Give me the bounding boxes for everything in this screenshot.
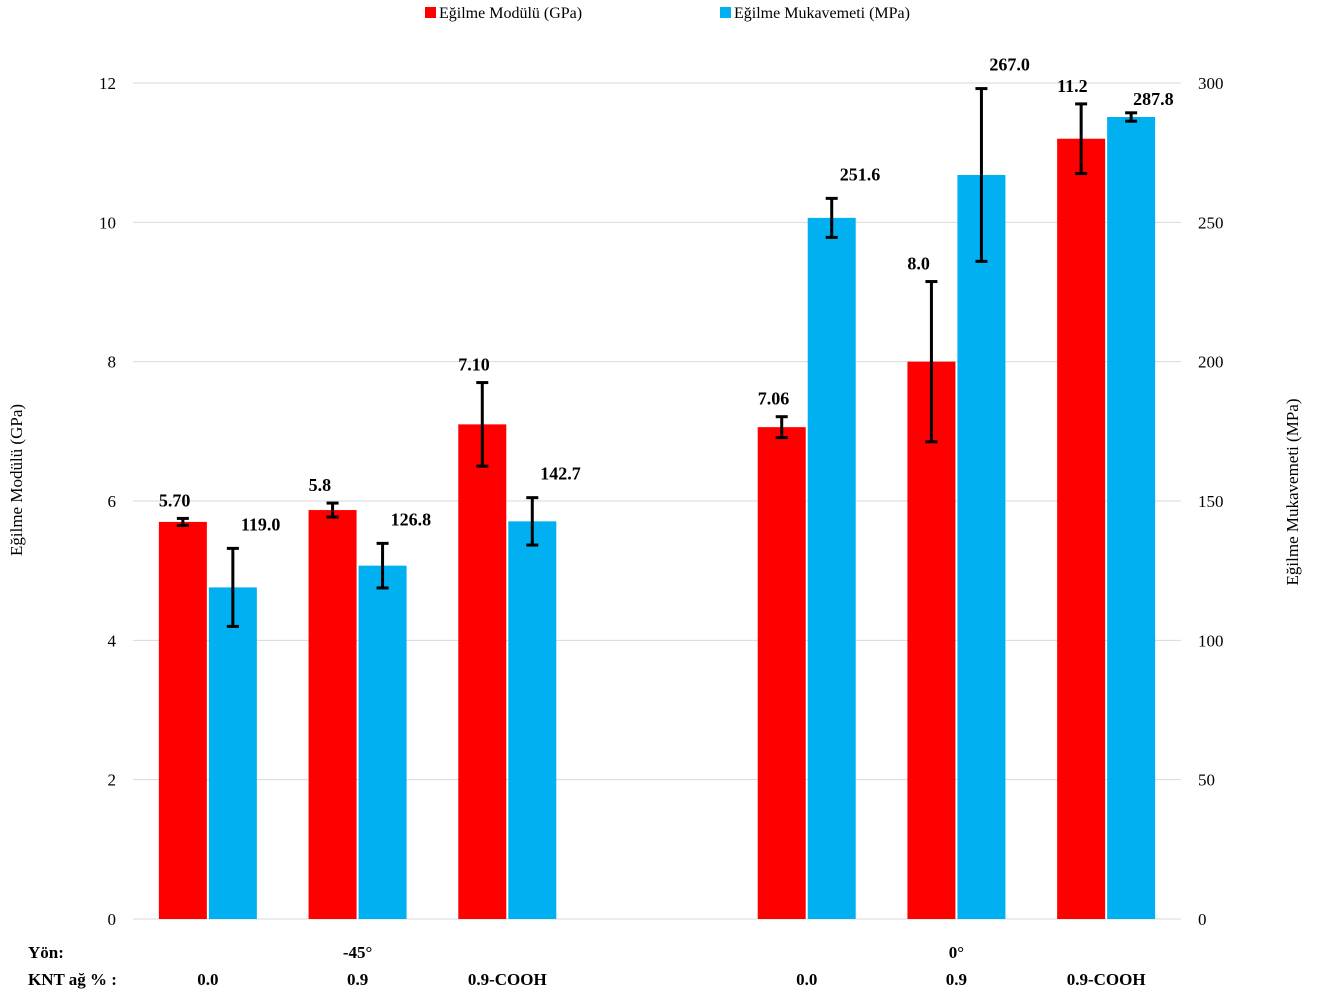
data-label-modulus: 7.06 (758, 389, 790, 409)
y-tick-left: 0 (108, 910, 117, 929)
data-label-strength: 251.6 (840, 164, 881, 184)
bar-strength (957, 174, 1006, 919)
data-label-strength: 126.8 (391, 509, 432, 529)
y-tick-right: 300 (1198, 74, 1224, 93)
y-axis-right-title: Eğilme Mukavemeti (MPa) (1283, 399, 1302, 586)
y-tick-right: 0 (1198, 910, 1207, 929)
category-labels: 0.0 0.9 0.9-COOH 0.0 0.9 0.9-COOH -45° 0° (197, 943, 1145, 989)
category-label: 0.0 (197, 970, 218, 989)
data-label-modulus: 8.0 (907, 254, 930, 274)
direction-row-title: Yön: (28, 943, 64, 962)
bar-modulus (458, 424, 507, 919)
category-label: 0.9-COOH (1067, 970, 1146, 989)
category-label: 0.0 (796, 970, 817, 989)
data-label-strength: 142.7 (540, 464, 581, 484)
bar-modulus (308, 510, 357, 919)
category-label: 0.9 (946, 970, 967, 989)
bar-modulus (1057, 138, 1106, 919)
data-labels: 5.70 119.0 5.8 126.8 7.10 142.7 7.06 251.6 8.0 26… (159, 55, 1174, 535)
data-label-strength: 267.0 (989, 55, 1030, 75)
bar-modulus (907, 361, 956, 920)
y-tick-right: 200 (1198, 353, 1224, 372)
y-tick-right: 50 (1198, 771, 1215, 790)
bar-strength (508, 521, 557, 919)
y-tick-left: 10 (99, 213, 116, 232)
category-label: 0.9-COOH (468, 970, 547, 989)
bar-modulus (158, 521, 207, 919)
y-tick-left: 4 (108, 631, 117, 650)
legend-swatch-modulus (425, 7, 436, 18)
cnt-row-title: KNT ağ % : (28, 970, 117, 989)
data-label-modulus: 7.10 (458, 355, 490, 375)
bar-strength (358, 565, 407, 919)
gridlines (133, 82, 1181, 920)
y-tick-left: 12 (99, 74, 116, 93)
error-bars (176, 87, 1138, 628)
y-tick-right: 150 (1198, 492, 1224, 511)
y-tick-right: 250 (1198, 213, 1224, 232)
legend-swatch-strength (720, 7, 731, 18)
y-axis-left-title: Eğilme Modülü (GPa) (7, 404, 26, 556)
bar-strength (208, 587, 257, 919)
bars (158, 116, 1156, 920)
data-label-modulus: 5.70 (159, 490, 191, 510)
data-label-modulus: 5.8 (309, 475, 332, 495)
legend-label-strength: Eğilme Mukavemeti (MPa) (734, 5, 910, 22)
data-label-modulus: 11.2 (1057, 76, 1088, 96)
bar-strength (1107, 116, 1156, 920)
category-label: 0.9 (347, 970, 368, 989)
data-label-strength: 287.8 (1133, 89, 1174, 109)
data-label-strength: 119.0 (241, 514, 281, 534)
y-tick-left: 8 (108, 353, 117, 372)
legend: Eğilme Modülü (GPa) Eğilme Mukavemeti (M… (425, 5, 910, 22)
direction-label: 0° (949, 943, 964, 962)
legend-label-modulus: Eğilme Modülü (GPa) (439, 5, 582, 22)
direction-label: -45° (343, 943, 372, 962)
y-tick-left: 2 (108, 771, 117, 790)
bar-strength (807, 217, 856, 920)
y-tick-right: 100 (1198, 631, 1224, 650)
y-tick-left: 6 (108, 492, 117, 511)
bar-modulus (757, 427, 806, 919)
